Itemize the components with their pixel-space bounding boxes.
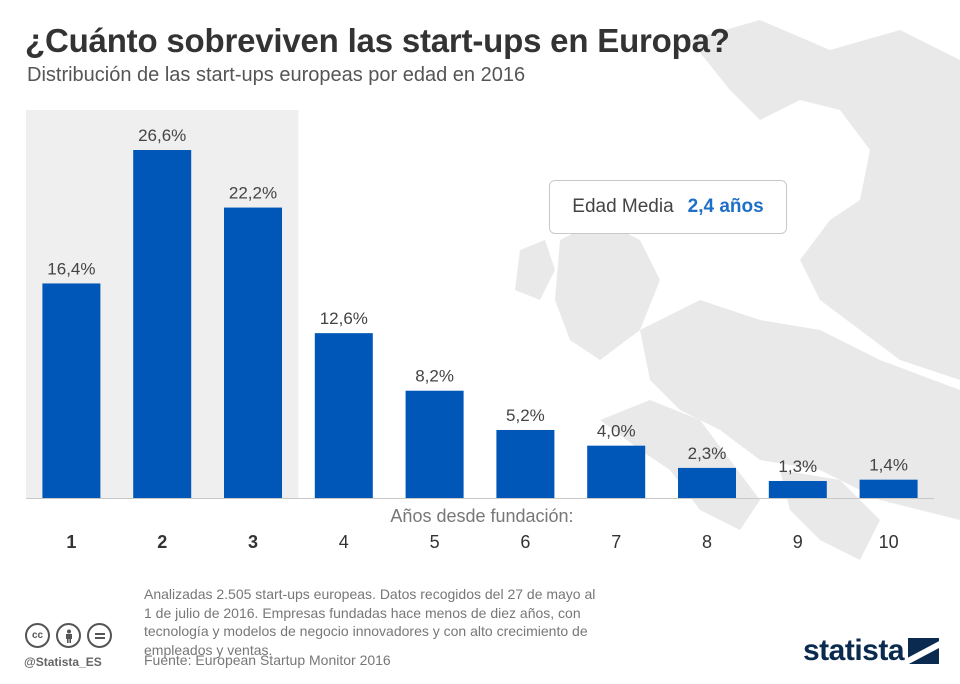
cc-icon[interactable]: cc: [25, 623, 50, 648]
bar: [496, 429, 555, 498]
bar: [224, 207, 282, 498]
data-label: 16,4%: [47, 259, 95, 278]
x-tick-label: 4: [339, 532, 349, 552]
bar: [405, 390, 464, 498]
bar: [768, 480, 827, 498]
bar: [133, 150, 192, 498]
chart-title: ¿Cuánto sobreviven las start-ups en Euro…: [25, 22, 730, 59]
x-tick-label: 6: [520, 532, 530, 552]
x-tick-label: 7: [611, 532, 621, 552]
x-tick-label: 8: [702, 532, 712, 552]
bar: [42, 283, 101, 498]
source-note: Fuente: European Startup Monitor 2016: [144, 652, 391, 668]
data-label: 22,2%: [229, 184, 277, 203]
data-label: 12,6%: [320, 309, 368, 328]
x-tick-label: 9: [793, 532, 803, 552]
bar: [678, 467, 736, 498]
bar: [859, 479, 918, 498]
average-age-value: 2,4 años: [687, 196, 764, 217]
x-tick-label: 2: [157, 532, 167, 552]
data-label: 5,2%: [506, 406, 545, 425]
x-tick-label: 5: [430, 532, 440, 552]
data-label: 1,3%: [778, 457, 817, 476]
data-label: 4,0%: [597, 422, 636, 441]
data-label: 2,3%: [688, 444, 727, 463]
x-axis-title: Años desde fundación:: [390, 506, 573, 526]
data-label: 8,2%: [415, 367, 454, 386]
statista-logo[interactable]: statista: [803, 634, 940, 668]
x-tick-label: 3: [248, 532, 258, 552]
nd-icon[interactable]: [87, 623, 112, 648]
average-age-label: Edad Media: [572, 196, 674, 217]
by-icon[interactable]: [56, 623, 81, 648]
chart-subtitle: Distribución de las start-ups europeas p…: [27, 64, 526, 86]
license-icons: cc: [25, 623, 112, 648]
bar: [587, 445, 646, 498]
x-tick-label: 1: [66, 532, 76, 552]
twitter-handle[interactable]: @Statista_ES: [24, 655, 102, 669]
methodology-notes: Analizadas 2.505 start-ups europeas. Dat…: [144, 586, 596, 658]
bar: [314, 333, 373, 498]
statista-logo-icon: [908, 638, 940, 664]
statista-wordmark: statista: [803, 634, 905, 667]
data-label: 1,4%: [869, 456, 908, 475]
average-age-box: Edad Media 2,4 años: [549, 180, 787, 234]
x-tick-label: 10: [879, 532, 899, 552]
data-label: 26,6%: [138, 126, 186, 145]
